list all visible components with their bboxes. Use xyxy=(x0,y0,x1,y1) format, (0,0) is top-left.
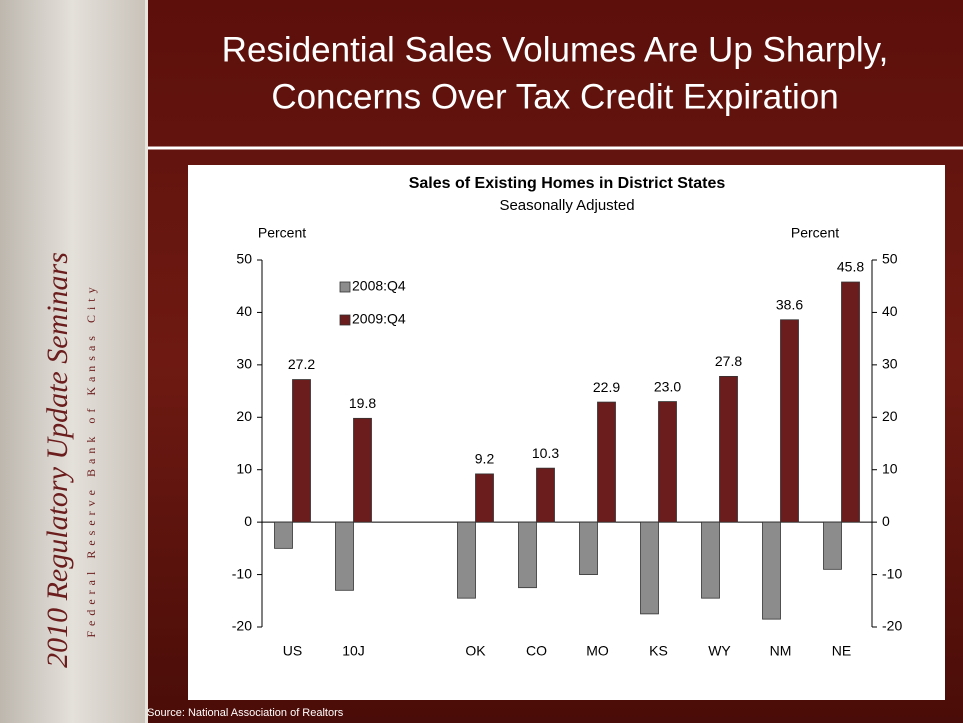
y2-tick-label: -20 xyxy=(882,618,902,634)
bar xyxy=(823,521,842,570)
value-label: 38.6 xyxy=(776,296,803,312)
bar xyxy=(353,417,372,523)
bar xyxy=(640,521,659,615)
value-label: 45.8 xyxy=(837,259,864,275)
y-axis-label: Percent xyxy=(258,225,306,241)
bar xyxy=(335,521,354,591)
x-tick-label: US xyxy=(283,643,302,659)
banner-edge xyxy=(145,0,148,723)
value-label: 10.3 xyxy=(532,445,559,461)
x-tick-label: 10J xyxy=(342,643,365,659)
chart-title: Sales of Existing Homes in District Stat… xyxy=(409,175,726,192)
y-tick-label: -10 xyxy=(232,565,252,581)
bar xyxy=(762,521,781,620)
y2-tick-label: -10 xyxy=(882,565,902,581)
chart-subtitle: Seasonally Adjusted xyxy=(499,197,634,214)
bar xyxy=(475,473,494,523)
bar xyxy=(579,521,598,575)
x-tick-label: NE xyxy=(832,643,851,659)
plot: -20 -10 0 10 20 30 40 50 -20 -10 0 10 20 30 40 50 US 27.2… xyxy=(232,251,903,659)
bar xyxy=(780,319,799,523)
y-tick-label: 10 xyxy=(236,460,252,476)
slide-title: Residential Sales Volumes Are Up Sharply… xyxy=(222,30,889,69)
legend-label: 2008:Q4 xyxy=(352,278,406,294)
bar xyxy=(518,521,537,589)
value-label: 19.8 xyxy=(349,395,376,411)
y2-axis-label: Percent xyxy=(791,225,839,241)
slide-title: Concerns Over Tax Credit Expiration xyxy=(271,77,838,116)
bar xyxy=(292,379,311,523)
banner-title: 2010 Regulatory Update Seminars xyxy=(41,252,74,668)
x-tick-label: KS xyxy=(649,643,668,659)
value-label: 27.8 xyxy=(715,353,742,369)
y-tick-label: 30 xyxy=(236,356,252,372)
x-tick-label: CO xyxy=(526,643,547,659)
y2-tick-label: 30 xyxy=(882,356,898,372)
bar xyxy=(701,521,720,599)
side-banner xyxy=(0,0,145,723)
y-tick-label: 40 xyxy=(236,303,252,319)
y2-tick-label: 0 xyxy=(882,513,890,529)
bar xyxy=(841,281,860,523)
y2-tick-label: 50 xyxy=(882,251,898,267)
bar xyxy=(658,401,677,523)
legend-swatch xyxy=(339,314,351,326)
bar xyxy=(597,401,616,523)
y-tick-label: 20 xyxy=(236,408,252,424)
source: Source: National Association of Realtors xyxy=(147,707,344,719)
chart-area xyxy=(188,165,945,700)
bar xyxy=(457,521,476,599)
banner-subtitle: Federal Reserve Bank of Kansas City xyxy=(84,282,98,637)
x-tick-label: MO xyxy=(586,643,609,659)
y2-tick-label: 10 xyxy=(882,460,898,476)
value-label: 22.9 xyxy=(593,379,620,395)
y-tick-label: -20 xyxy=(232,618,252,634)
bar xyxy=(719,375,738,523)
y2-tick-label: 20 xyxy=(882,408,898,424)
x-tick-label: NM xyxy=(770,643,792,659)
legend-label: 2009:Q4 xyxy=(352,311,406,327)
y-tick-label: 0 xyxy=(244,513,252,529)
bar xyxy=(274,521,293,549)
x-tick-label: OK xyxy=(465,643,486,659)
x-tick-label: WY xyxy=(708,643,731,659)
y2-tick-label: 40 xyxy=(882,303,898,319)
legend-swatch xyxy=(339,281,351,293)
value-label: 27.2 xyxy=(288,356,315,372)
value-label: 9.2 xyxy=(475,451,495,467)
bar xyxy=(536,467,555,523)
y-tick-label: 50 xyxy=(236,251,252,267)
value-label: 23.0 xyxy=(654,378,681,394)
